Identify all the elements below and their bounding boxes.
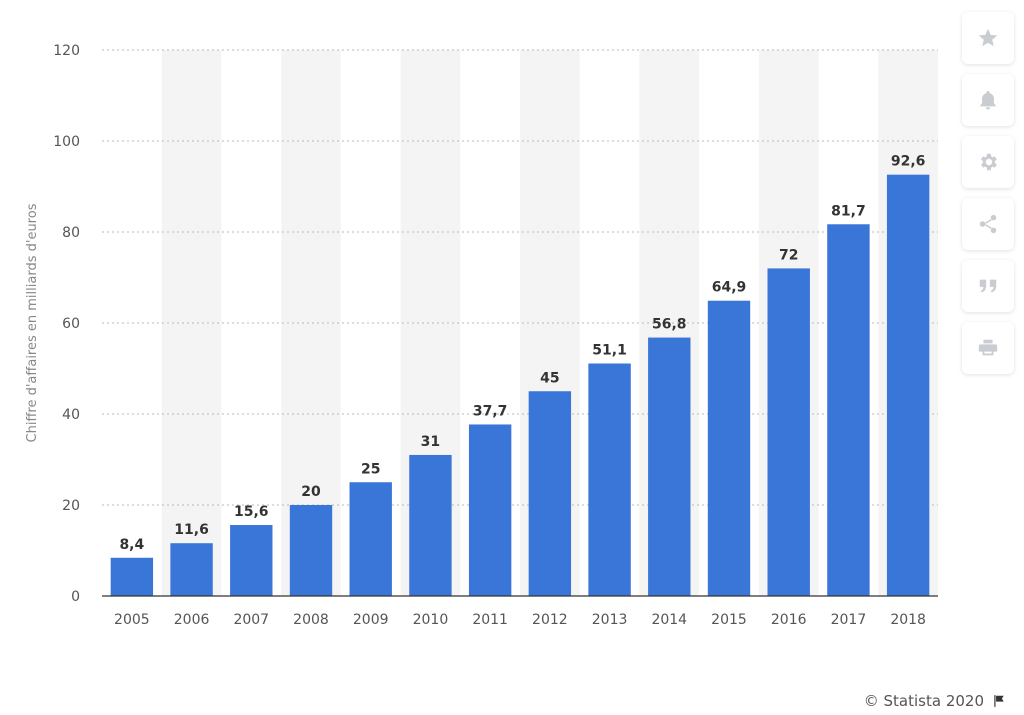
bar-2008[interactable] [289,505,333,596]
notification-button[interactable] [962,74,1014,126]
y-tick-label: 20 [62,498,80,514]
bar-2012[interactable] [528,391,572,596]
share-button[interactable] [962,198,1014,250]
footer: © Statista 2020 [864,692,1006,710]
x-tick-label: 2008 [293,612,329,628]
print-icon [978,339,998,356]
print-button[interactable] [962,322,1014,374]
y-tick-label: 0 [71,589,80,605]
favorite-button[interactable] [962,12,1014,64]
cite-button[interactable] [962,260,1014,312]
data-label: 11,6 [174,522,209,538]
bar-2005[interactable] [110,557,154,596]
x-tick-label: 2015 [711,612,747,628]
bar-2016[interactable] [767,268,810,596]
data-label: 20 [301,484,321,500]
y-tick-label: 80 [62,225,80,241]
bar-2018[interactable] [886,174,930,597]
bar-2014[interactable] [648,337,691,596]
x-tick-label: 2017 [831,612,867,628]
y-tick-label: 120 [53,43,80,59]
x-tick-label: 2014 [651,612,687,628]
x-tick-label: 2010 [413,612,449,628]
bar-2010[interactable] [409,454,452,596]
share-icon [979,214,997,234]
settings-button[interactable] [962,136,1014,188]
bar-2006[interactable] [170,543,213,596]
gear-icon [981,153,997,171]
bar-2009[interactable] [349,482,392,596]
data-label: 31 [421,434,440,450]
x-tick-label: 2016 [771,612,807,628]
x-tick-label: 2007 [233,612,269,628]
x-tick-label: 2018 [890,612,926,628]
bar-2011[interactable] [468,424,512,596]
quote-icon [979,279,997,293]
y-tick-label: 40 [62,407,80,423]
x-tick-label: 2006 [174,612,210,628]
data-label: 72 [779,247,798,263]
copyright-text: © Statista 2020 [863,692,984,710]
data-label: 64,9 [712,280,747,296]
x-tick-label: 2009 [353,612,389,628]
data-label: 25 [361,461,380,477]
bar-2017[interactable] [827,224,870,596]
data-label: 51,1 [592,342,627,358]
bell-icon [980,90,996,110]
y-tick-label: 60 [62,316,80,332]
data-label: 56,8 [652,317,687,333]
x-tick-label: 2012 [532,612,568,628]
x-tick-label: 2005 [114,612,150,628]
data-label: 8,4 [119,537,144,553]
data-label: 37,7 [473,403,508,419]
bar-2007[interactable] [230,525,273,596]
y-axis-label: Chiffre d'affaires en milliards d'euros [25,203,40,442]
flag-icon[interactable] [992,694,1006,708]
x-tick-label: 2013 [592,612,628,628]
data-label: 15,6 [234,504,269,520]
bar-chart: 0 20 40 60 80 100 120 Chiffre d'affaires en mil… [25,43,938,628]
data-label: 81,7 [831,203,866,219]
x-tick-label: 2011 [472,612,508,628]
star-icon [978,28,998,47]
background-band [161,50,222,596]
bar-2013[interactable] [588,363,631,596]
bar-2015[interactable] [707,300,751,596]
chart-toolbar [962,8,1016,378]
data-label: 92,6 [891,154,926,170]
y-tick-label: 100 [53,134,80,150]
data-label: 45 [540,370,559,386]
